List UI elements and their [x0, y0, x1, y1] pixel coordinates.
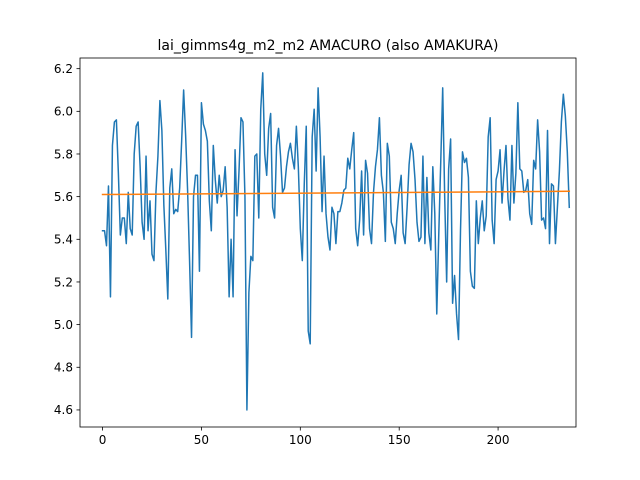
- x-tick-label: 200: [487, 433, 510, 447]
- axes-frame: [79, 57, 577, 428]
- x-tick-label: 50: [194, 433, 209, 447]
- chart-title: lai_gimms4g_m2_m2 AMACURO (also AMAKURA): [158, 38, 499, 54]
- y-tick-label: 6.0: [54, 105, 73, 119]
- y-tick-label: 5.8: [54, 147, 73, 161]
- y-tick-label: 5.0: [54, 318, 73, 332]
- series-line-1: [101, 72, 571, 411]
- y-tick-label: 4.8: [54, 361, 73, 375]
- axes: 0 50 100 150 200 4.6 4.8 5.0 5.2 5.4 5.6 5.8 6.0 6.2: [54, 57, 577, 447]
- x-tick-label: 0: [99, 433, 107, 447]
- y-tick-label: 6.2: [54, 62, 73, 76]
- y-tick-label: 5.6: [54, 190, 73, 204]
- series-line-2: [101, 190, 571, 196]
- y-tick-label: 5.2: [54, 275, 73, 289]
- y-tick-label: 4.6: [54, 403, 73, 417]
- x-tick-label: 100: [289, 433, 312, 447]
- x-tick-label: 150: [388, 433, 411, 447]
- y-tick-label: 5.4: [54, 233, 73, 247]
- plot-area: [101, 72, 571, 411]
